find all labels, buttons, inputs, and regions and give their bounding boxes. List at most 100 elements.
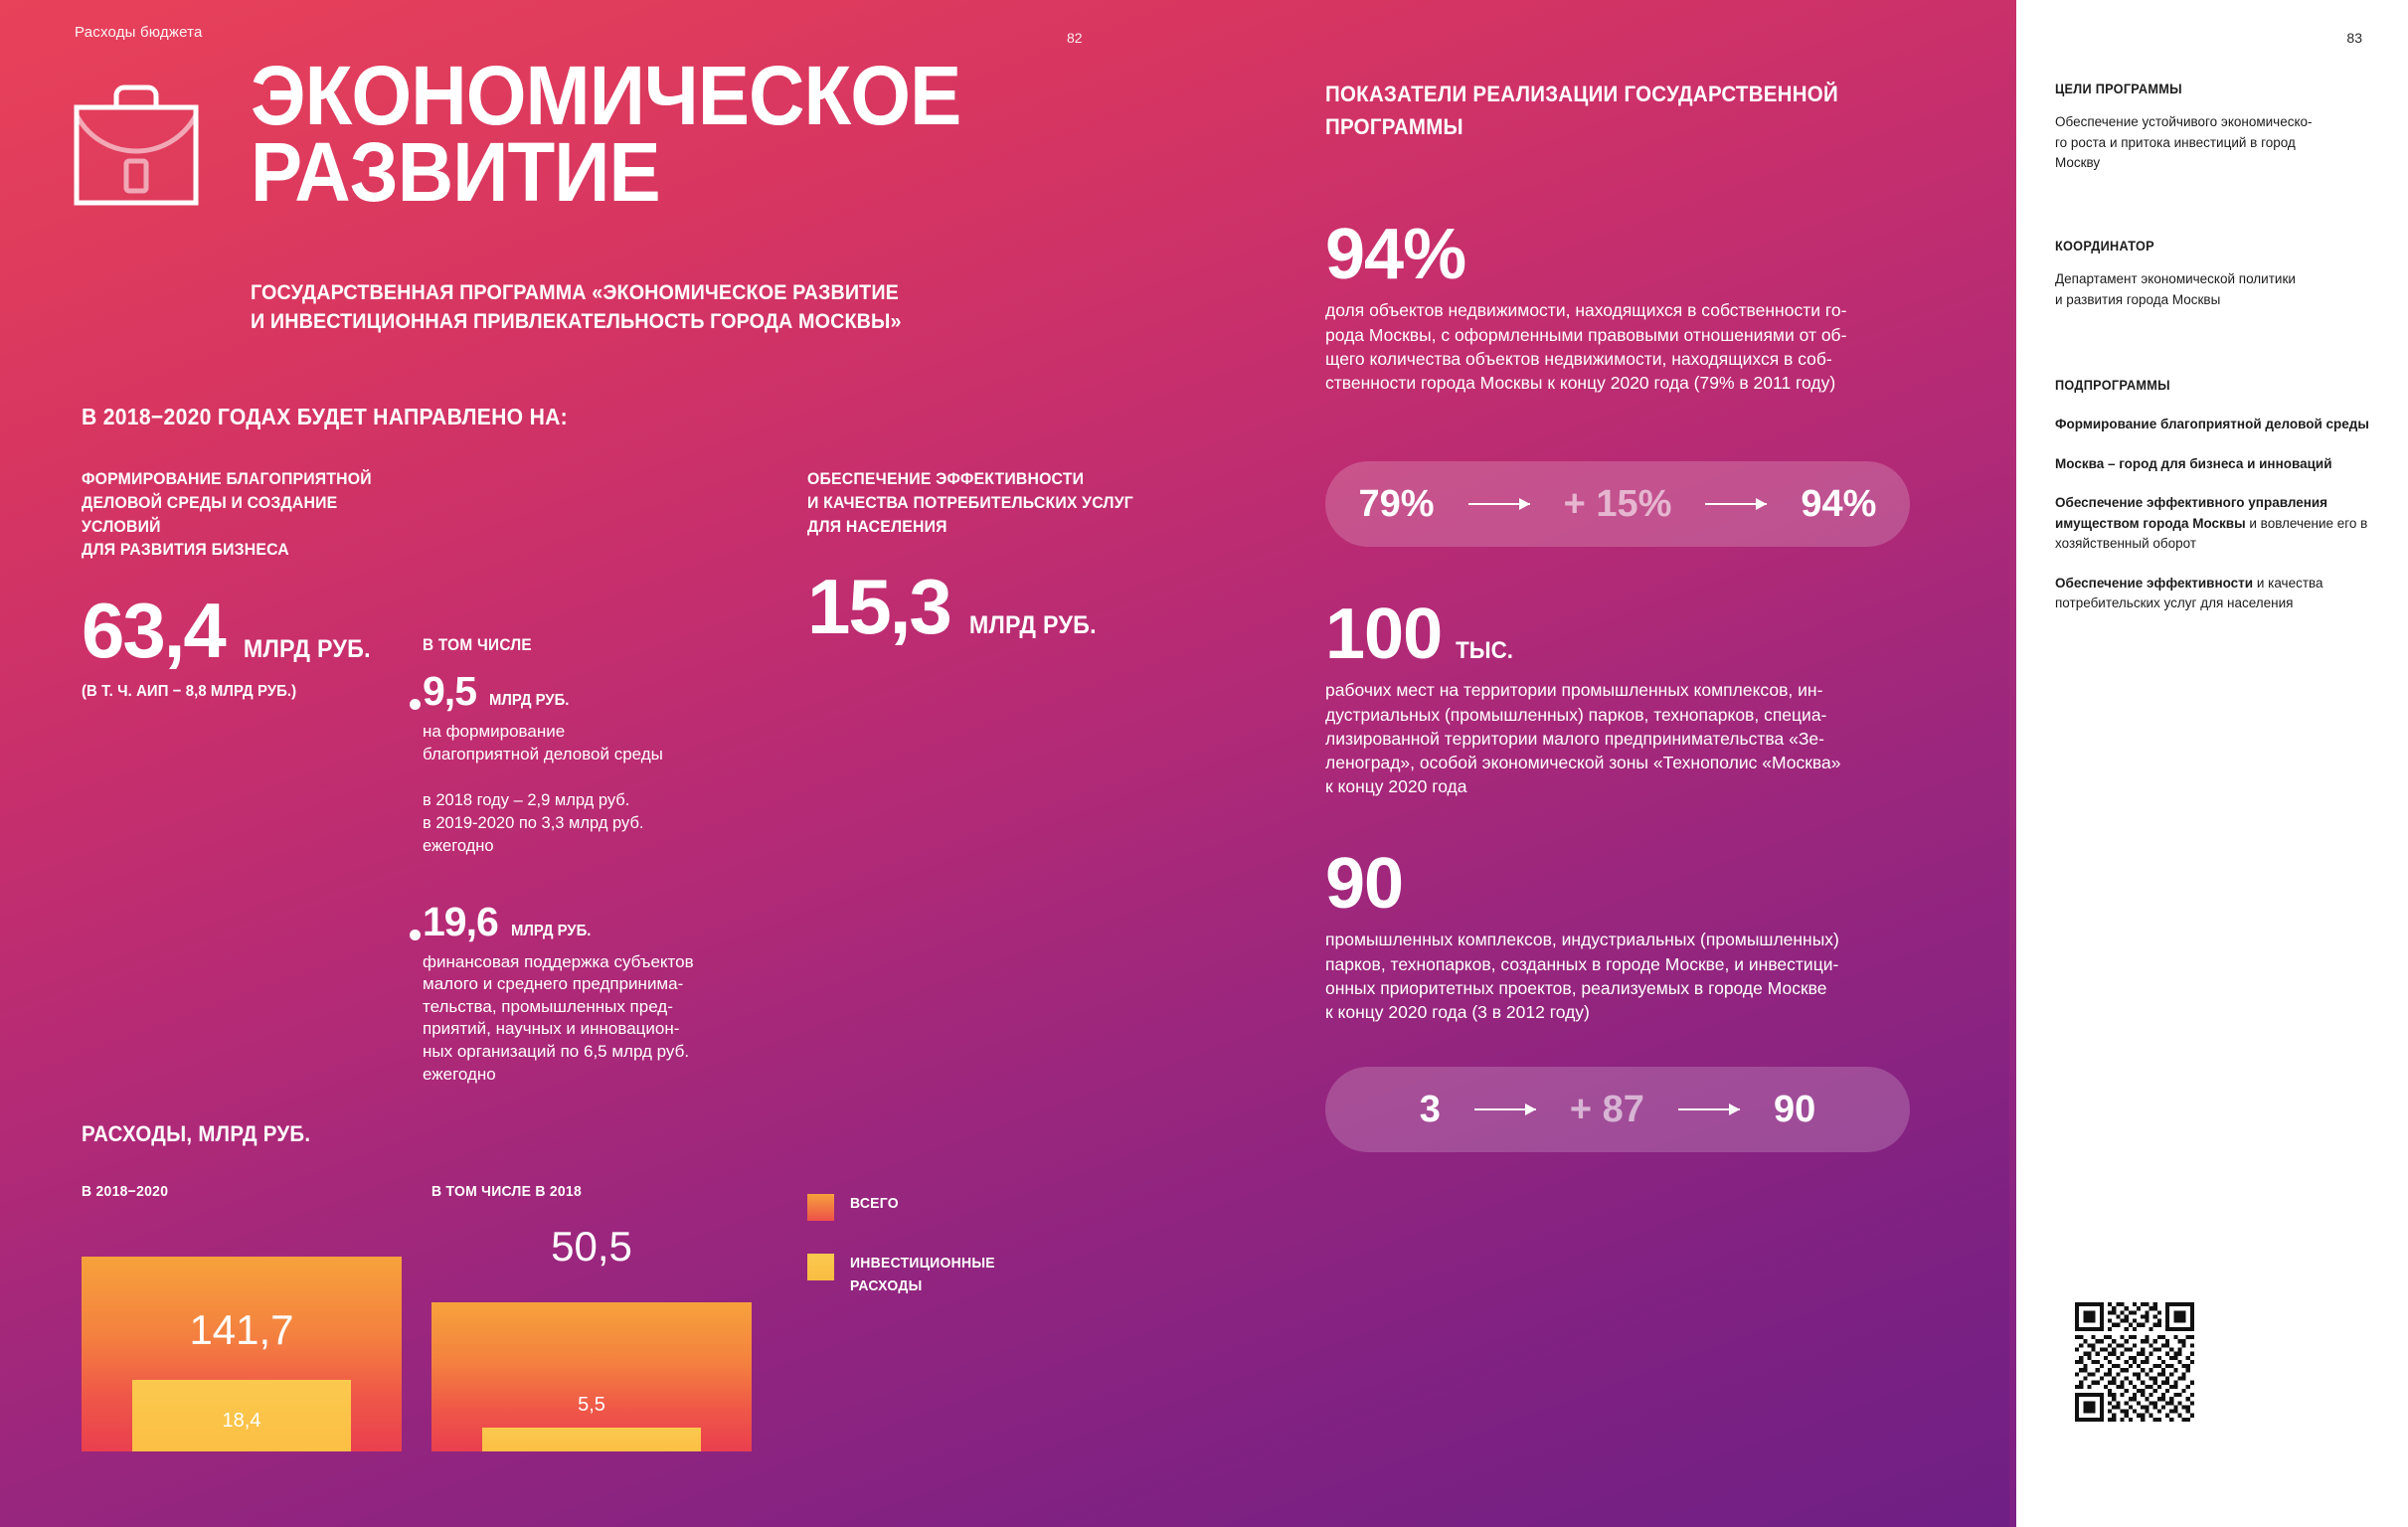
- title-line-1: ЭКОНОМИЧЕСКОЕ: [251, 49, 961, 142]
- bar-total-2018-2020: 141,7 18,4: [82, 1257, 402, 1451]
- direction-2-title-line-2: И КАЧЕСТВА ПОТРЕБИТЕЛЬСКИХ УСЛУГ: [807, 492, 1133, 512]
- including-1-years: в 2018 году – 2,9 млрд руб. в 2019-2020 …: [423, 789, 751, 857]
- including-2-unit: МЛРД РУБ.: [510, 922, 592, 939]
- indicator-3-value: 90: [1325, 844, 1404, 924]
- including-2-desc-line-6: ежегодно: [423, 1064, 496, 1084]
- folio-left: 82: [1067, 30, 1083, 46]
- bullet-dot-icon: [410, 929, 421, 940]
- indicators-heading-line-1: ПОКАЗАТЕЛИ РЕАЛИЗАЦИИ ГОСУДАРСТВЕННОЙ: [1325, 82, 1838, 106]
- indicator-3-figure: 90: [1325, 844, 1932, 924]
- indicator-block-3: 90 промышленных комплексов, индустриальн…: [1325, 844, 1932, 1024]
- subprograms-heading: ПОДПРОГРАММЫ: [2055, 378, 2170, 393]
- bullet-dot-icon: [410, 699, 421, 710]
- including-1-figure: 9,5 МЛРД РУБ.: [423, 671, 751, 712]
- folio-right: 83: [2346, 30, 2362, 46]
- indicator-2-unit: ТЫС.: [1456, 637, 1514, 664]
- indicator-1-desc-line-4: ственности города Москвы к концу 2020 го…: [1325, 372, 1836, 393]
- indicator-2-desc-line-5: к концу 2020 года: [1325, 775, 1467, 796]
- including-1-unit: МЛРД РУБ.: [489, 692, 570, 709]
- chart-category-label-1: В 2018−2020: [82, 1183, 169, 1200]
- indicator-2-desc-line-2: дустриальных (промышленных) парков, техн…: [1325, 704, 1827, 725]
- including-1-years-line-3: ежегодно: [423, 836, 494, 855]
- coordinator-body: Департамент экономической политики и раз…: [2055, 269, 2371, 310]
- indicators-heading-line-2: ПРОГРАММЫ: [1325, 114, 1463, 139]
- direction-2-title-line-3: ДЛЯ НАСЕЛЕНИЯ: [807, 516, 947, 536]
- chart-category-label-2: В ТОМ ЧИСЛЕ В 2018: [431, 1183, 583, 1200]
- bar-total-2018-2020-label: 141,7: [189, 1306, 294, 1353]
- legend-label-total: ВСЕГО: [850, 1195, 899, 1212]
- legend-item-total: ВСЕГО: [807, 1193, 1006, 1221]
- including-2-desc-line-2: малого и среднего предпринима-: [423, 974, 684, 994]
- goals-body-line-3: Москву: [2055, 155, 2101, 171]
- direction-1-note: (В Т. Ч. АИП − 8,8 МЛРД РУБ.): [82, 683, 297, 701]
- goals-heading: ЦЕЛИ ПРОГРАММЫ: [2055, 82, 2182, 96]
- arrow-right-icon: [1705, 498, 1768, 510]
- indicator-3-desc: промышленных комплексов, индустриальных …: [1325, 928, 1932, 1024]
- legend-label-invest-line-1: ИНВЕСТИЦИОННЫЕ: [850, 1255, 995, 1272]
- qr-code[interactable]: [2075, 1302, 2194, 1422]
- indicator-1-desc: доля объектов недвижимости, находящихся …: [1325, 298, 1932, 395]
- direction-1-figure: 63,4 МЛРД РУБ.: [82, 592, 410, 669]
- including-2-desc: финансовая поддержка субъектов малого и …: [423, 951, 751, 1087]
- indicator-3-desc-line-2: парков, технопарков, созданных в городе …: [1325, 953, 1839, 974]
- indicator-1-desc-line-3: щего количества объектов недвижимости, н…: [1325, 348, 1832, 369]
- right-page: 83 ЦЕЛИ ПРОГРАММЫ Обеспечение устойчивог…: [2009, 0, 2408, 1527]
- subprogram-item-3: Обеспечение эффективного управления имущ…: [2055, 493, 2371, 555]
- pill-3-to: 90: [1773, 1088, 1816, 1130]
- left-page: Расходы бюджета 82 ЭКОНОМИЧЕСКОЕ РАЗВИТИ…: [0, 0, 2009, 1527]
- indicator-1-progress-pill: 79% + 15% 94%: [1325, 461, 1910, 547]
- page-title: ЭКОНОМИЧЕСКОЕ РАЗВИТИЕ: [251, 54, 961, 214]
- pill-1-from: 79%: [1358, 482, 1435, 525]
- including-2-desc-line-3: тельства, промышленных пред-: [423, 996, 673, 1016]
- direction-1-title-line-2: ДЕЛОВОЙ СРЕДЫ И СОЗДАНИЕ УСЛОВИЙ: [82, 492, 338, 536]
- goals-body-line-1: Обеспечение устойчивого экономическо-: [2055, 114, 2313, 129]
- including-item-2: 19,6 МЛРД РУБ. финансовая поддержка субъ…: [410, 898, 751, 1087]
- running-head: Расходы бюджета: [75, 24, 203, 41]
- including-2-value: 19,6: [423, 898, 499, 944]
- indicator-block-1: 94% доля объектов недвижимости, находящи…: [1325, 215, 1932, 395]
- sidebar-section-goals: ЦЕЛИ ПРОГРАММЫ Обеспечение устойчивого э…: [2055, 82, 2371, 174]
- briefcase-icon: [74, 85, 199, 206]
- indicator-3-desc-line-4: к концу 2020 года (3 в 2012 году): [1325, 1001, 1590, 1022]
- direction-1-title-line-1: ФОРМИРОВАНИЕ БЛАГОПРИЯТНОЙ: [82, 469, 372, 488]
- subprogram-4-bold: Обеспечение эффективности: [2055, 575, 2254, 591]
- legend-item-invest: ИНВЕСТИЦИОННЫЕ РАСХОДЫ: [807, 1253, 1006, 1297]
- indicator-2-desc-line-3: лизированной территории малого предприни…: [1325, 728, 1824, 749]
- indicators-heading: ПОКАЗАТЕЛИ РЕАЛИЗАЦИИ ГОСУДАРСТВЕННОЙ ПР…: [1325, 78, 1880, 143]
- subprogram-1-bold: Формирование благоприятной деловой среды: [2055, 417, 2369, 431]
- coordinator-body-line-2: и развития города Москвы: [2055, 291, 2221, 307]
- subprogram-4-rest: и качества потребительских услуг для нас…: [2055, 575, 2323, 611]
- subprogram-3-bold: Обеспечение эффективного управления имущ…: [2055, 495, 2328, 531]
- indicator-2-value: 100: [1325, 594, 1443, 674]
- bar-invest-2018-2020: 18,4: [132, 1380, 351, 1451]
- bar-invest-2018-label: 5,5: [578, 1394, 605, 1416]
- direction-2-title: ОБЕСПЕЧЕНИЕ ЭФФЕКТИВНОСТИ И КАЧЕСТВА ПОТ…: [807, 467, 1140, 538]
- including-1-desc-line-2: благоприятной деловой среды: [423, 744, 663, 764]
- arrow-right-icon: [1677, 1103, 1740, 1115]
- coordinator-heading: КООРДИНАТОР: [2055, 239, 2154, 254]
- legend-label-invest: ИНВЕСТИЦИОННЫЕ РАСХОДЫ: [850, 1253, 995, 1297]
- direction-2-unit: МЛРД РУБ.: [968, 611, 1097, 640]
- including-item-1: 9,5 МЛРД РУБ. на формирование благоприят…: [410, 671, 751, 858]
- subtitle-line-2: И ИНВЕСТИЦИОННАЯ ПРИВЛЕКАТЕЛЬНОСТЬ ГОРОД…: [251, 309, 902, 334]
- bar-total-2018-label: 50,5: [551, 1223, 632, 1270]
- including-1-years-line-1: в 2018 году – 2,9 млрд руб.: [423, 791, 630, 810]
- indicator-1-desc-line-1: доля объектов недвижимости, находящихся …: [1325, 300, 1847, 321]
- subprograms-list: Формирование благоприятной деловой среды…: [2055, 415, 2371, 614]
- program-subtitle: ГОСУДАРСТВЕННАЯ ПРОГРАММА «ЭКОНОМИЧЕСКОЕ…: [251, 278, 1010, 336]
- indicator-2-desc: рабочих мест на территории промышленных …: [1325, 678, 1932, 798]
- bar-invest-2018: 5,5: [482, 1394, 701, 1451]
- pill-3-delta: + 87: [1569, 1088, 1644, 1130]
- expenses-bar-chart: В 2018−2020 В ТОМ ЧИСЛЕ В 2018 141,7 18,…: [82, 1183, 976, 1451]
- indicator-2-desc-line-1: рабочих мест на территории промышленных …: [1325, 680, 1823, 701]
- pill-1-delta: + 15%: [1563, 482, 1672, 525]
- direction-2-value: 15,3: [807, 563, 952, 651]
- indicator-3-desc-line-3: онных приоритетных проектов, реализуемых…: [1325, 977, 1827, 998]
- direction-block-2: ОБЕСПЕЧЕНИЕ ЭФФЕКТИВНОСТИ И КАЧЕСТВА ПОТ…: [807, 467, 1165, 651]
- direction-2-figure: 15,3 МЛРД РУБ.: [807, 563, 1165, 651]
- direction-1-title-line-3: ДЛЯ РАЗВИТИЯ БИЗНЕСА: [82, 540, 289, 560]
- indicator-1-value: 94%: [1325, 215, 1466, 294]
- including-1-value: 9,5: [423, 668, 477, 714]
- chart-legend: ВСЕГО ИНВЕСТИЦИОННЫЕ РАСХОДЫ: [807, 1193, 1006, 1329]
